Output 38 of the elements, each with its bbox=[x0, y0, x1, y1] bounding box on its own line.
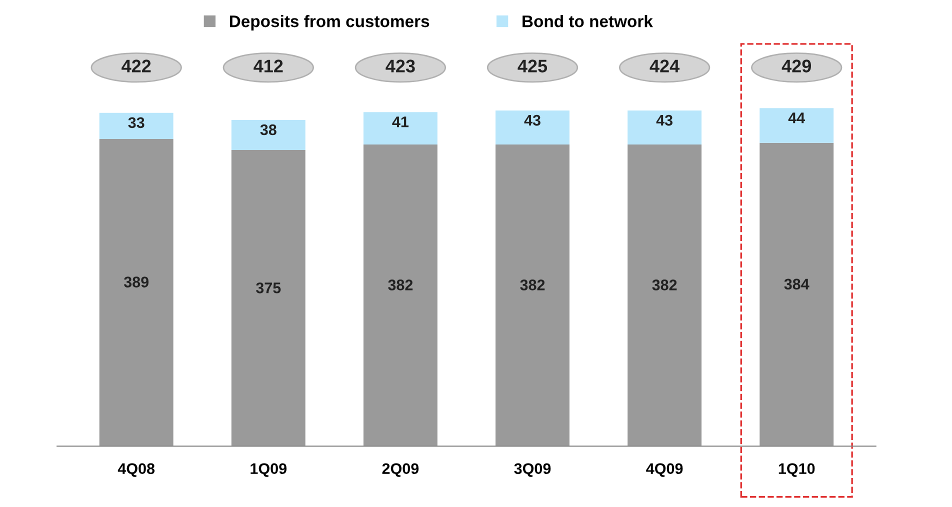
data-label: 382 bbox=[652, 280, 677, 290]
bar bbox=[496, 110, 570, 144]
bar bbox=[628, 144, 702, 446]
bar bbox=[760, 142, 834, 446]
legend-label: Bond to network bbox=[522, 15, 653, 28]
bar bbox=[99, 112, 174, 139]
bar bbox=[99, 138, 174, 446]
data-label: 375 bbox=[256, 282, 281, 294]
data-label: 43 bbox=[524, 114, 540, 126]
bar bbox=[363, 144, 438, 446]
data-label: 38 bbox=[260, 124, 276, 136]
data-label: 33 bbox=[128, 117, 144, 128]
x-tick-label: 3Q09 bbox=[514, 463, 551, 477]
x-tick-label: 4Q08 bbox=[118, 463, 155, 477]
total-label: 412 bbox=[254, 60, 283, 72]
data-label: 389 bbox=[124, 276, 149, 288]
x-tick-label: 4Q09 bbox=[646, 463, 683, 477]
data-label: 382 bbox=[520, 280, 545, 290]
total-label: 423 bbox=[386, 60, 415, 72]
legend-label: Deposits from customers bbox=[230, 15, 430, 31]
x-tick-label: 1Q10 bbox=[778, 463, 815, 477]
data-label: 384 bbox=[784, 278, 810, 290]
bar bbox=[363, 112, 438, 144]
bar bbox=[628, 110, 702, 144]
bar bbox=[231, 120, 306, 150]
data-label: 43 bbox=[656, 114, 673, 126]
total-label: 425 bbox=[518, 60, 548, 72]
bar bbox=[760, 108, 834, 143]
data-label: 382 bbox=[388, 280, 413, 290]
total-label: 429 bbox=[782, 60, 812, 72]
x-tick-label: 1Q09 bbox=[250, 463, 287, 477]
bar bbox=[496, 144, 570, 446]
total-label: 422 bbox=[122, 60, 151, 72]
data-label: 41 bbox=[392, 116, 409, 128]
data-label: 44 bbox=[788, 112, 806, 124]
x-tick-label: 2Q09 bbox=[382, 463, 419, 477]
bar bbox=[231, 150, 306, 446]
total-label: 424 bbox=[650, 60, 680, 72]
